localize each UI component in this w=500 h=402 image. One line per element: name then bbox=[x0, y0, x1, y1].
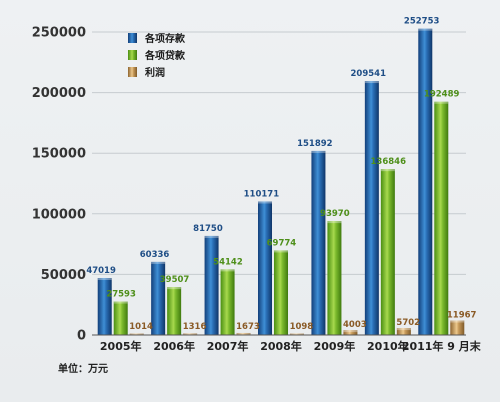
y-tick-label: 50000 bbox=[41, 268, 86, 283]
legend-swatch-1 bbox=[128, 33, 137, 43]
bar-cap bbox=[97, 278, 112, 281]
bar-2 bbox=[434, 101, 449, 335]
legend-swatch-3 bbox=[128, 67, 137, 77]
bar-cap bbox=[274, 250, 288, 253]
data-labels: 47019 27593 1014 60336 39507 1316 81750 54142 16… bbox=[86, 17, 476, 332]
data-label-1: 110171 bbox=[244, 189, 280, 199]
bar-cap bbox=[343, 330, 358, 333]
bar-cap bbox=[450, 320, 465, 323]
bar-3 bbox=[343, 330, 358, 335]
bar-2 bbox=[327, 221, 342, 335]
bar-3 bbox=[129, 333, 144, 335]
unit-label: 单位：万元 bbox=[58, 362, 108, 375]
bar-3 bbox=[290, 333, 304, 335]
bar-cap bbox=[167, 287, 182, 290]
y-axis-ticks: 0 50000 100000 150000 200000 250000 bbox=[32, 26, 86, 344]
data-label-3: 4003 bbox=[343, 320, 367, 330]
data-label-3: 1673 bbox=[236, 322, 260, 332]
bar-cap bbox=[396, 328, 411, 331]
y-tick-label: 200000 bbox=[32, 86, 86, 101]
data-label-1: 151892 bbox=[297, 139, 333, 149]
data-label-3: 5702 bbox=[396, 318, 420, 328]
y-tick-label: 150000 bbox=[32, 147, 86, 162]
y-tick-label: 100000 bbox=[32, 207, 86, 222]
data-label-3: 11967 bbox=[447, 310, 477, 320]
bar-2 bbox=[220, 269, 235, 335]
data-label-3: 1098 bbox=[290, 322, 314, 332]
bar-cap bbox=[434, 101, 449, 104]
bar-1 bbox=[418, 28, 433, 336]
bar-1 bbox=[364, 81, 379, 335]
bars bbox=[97, 28, 465, 336]
x-tick-label: 2008年 bbox=[260, 339, 302, 353]
grid-lines bbox=[92, 31, 466, 275]
legend-label-3: 利润 bbox=[145, 66, 165, 79]
data-label-1: 252753 bbox=[404, 17, 440, 27]
data-label-3: 1316 bbox=[183, 322, 207, 332]
y-tick-label: 250000 bbox=[32, 26, 86, 41]
bar-2 bbox=[113, 301, 128, 335]
bar-cap bbox=[364, 81, 379, 84]
x-tick-label: 2006年 bbox=[153, 339, 195, 353]
data-label-1: 47019 bbox=[86, 266, 116, 276]
legend-label-2: 各项贷款 bbox=[144, 49, 186, 62]
data-label-2: 192489 bbox=[424, 90, 460, 100]
bar-cap bbox=[290, 333, 304, 335]
bar-cap bbox=[236, 332, 251, 335]
bar-cap bbox=[220, 269, 235, 272]
bar-cap bbox=[183, 333, 198, 335]
bar-3 bbox=[450, 320, 465, 335]
data-label-2: 69774 bbox=[267, 238, 297, 248]
legend-swatch-2 bbox=[128, 50, 137, 60]
data-label-2: 54142 bbox=[213, 257, 243, 267]
x-tick-label: 2011年 9 月末 bbox=[402, 339, 482, 353]
bar-2 bbox=[380, 169, 395, 335]
data-label-1: 81750 bbox=[193, 224, 223, 234]
bar-3 bbox=[183, 333, 198, 335]
bar-2 bbox=[274, 250, 288, 335]
bar-3 bbox=[396, 328, 411, 335]
bar-1 bbox=[311, 150, 326, 335]
bar-cap bbox=[380, 169, 395, 172]
bar-cap bbox=[113, 301, 128, 304]
x-tick-label: 2009年 bbox=[314, 339, 356, 353]
bar-1 bbox=[204, 235, 219, 335]
data-label-1: 60336 bbox=[140, 250, 170, 260]
data-label-1: 209541 bbox=[351, 69, 387, 79]
bar-cap bbox=[327, 221, 342, 224]
bar-cap bbox=[204, 235, 219, 238]
legend-label-1: 各项存款 bbox=[144, 32, 186, 45]
bar-cap bbox=[311, 150, 326, 153]
bar-1 bbox=[151, 261, 166, 335]
bar-cap bbox=[258, 201, 272, 204]
data-label-2: 39507 bbox=[160, 275, 190, 285]
bar-3 bbox=[236, 332, 251, 335]
x-tick-label: 2010年 bbox=[367, 339, 409, 353]
data-label-2: 136846 bbox=[371, 157, 407, 167]
x-tick-label: 2007年 bbox=[207, 339, 249, 353]
data-label-2: 93970 bbox=[320, 209, 350, 219]
x-tick-label: 2005年 bbox=[100, 339, 142, 353]
data-label-3: 1014 bbox=[129, 322, 153, 332]
data-label-2: 27593 bbox=[106, 290, 136, 300]
bar-1 bbox=[97, 278, 112, 335]
bar-cap bbox=[151, 261, 166, 264]
bar-1 bbox=[258, 201, 272, 335]
bar-cap bbox=[129, 333, 144, 335]
bar-cap bbox=[418, 28, 433, 31]
bar-2 bbox=[167, 287, 182, 335]
y-tick-label: 0 bbox=[77, 329, 86, 344]
